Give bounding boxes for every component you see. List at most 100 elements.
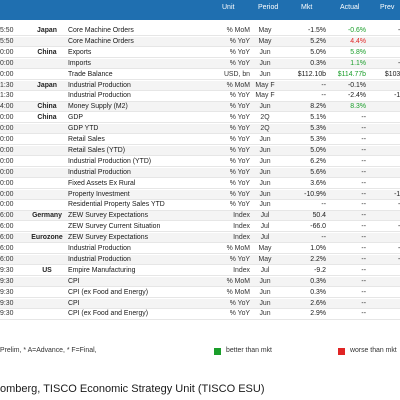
cell-event: CPI (ex Food and Energy): [68, 288, 149, 296]
cell-prev: 4.: [370, 49, 400, 57]
cell-unit: % MoM: [226, 81, 250, 89]
table-row: 4:00 China Money Supply (M2) % YoY Jun 8.2% 8.…: [0, 102, 400, 113]
cell-time: 6:00: [0, 212, 14, 220]
table-row: 0:00 Property Investment % YoY Jun -10.9% -- -…: [0, 189, 400, 200]
cell-actual: --: [361, 114, 366, 122]
cell-mkt: --: [321, 81, 326, 89]
cell-actual: -0.1%: [347, 81, 366, 89]
table-row: 0:00 China Exports % YoY Jun 5.0% 5.8% 4.: [0, 48, 400, 58]
cell-prev: 3: [370, 234, 400, 242]
cell-prev: -1: [370, 267, 400, 275]
cell-mkt: 50.4: [312, 212, 326, 220]
cell-mkt: 3.6%: [310, 179, 326, 187]
table-row: 0:00 Trade Balance USD, bn Jun $112.10b $114.…: [0, 70, 400, 80]
cell-unit: % YoY: [229, 37, 250, 45]
cell-unit: % YoY: [229, 310, 250, 318]
cell-time: 9:30: [0, 266, 14, 274]
cell-event: Imports: [68, 59, 91, 67]
cell-event: CPI (ex Food and Energy): [68, 310, 149, 318]
cell-event: Trade Balance: [68, 70, 113, 78]
cell-event: GDP: [68, 114, 83, 122]
cell-mkt: --: [321, 92, 326, 100]
cell-unit: % YoY: [229, 179, 250, 187]
cell-period: May: [258, 245, 272, 252]
cell-event: CPI: [68, 277, 80, 285]
cell-unit: % MoM: [226, 277, 250, 285]
cell-actual: 4.4%: [350, 37, 366, 45]
cell-country: Japan: [37, 81, 57, 89]
cell-period: May: [258, 27, 272, 34]
cell-unit: % YoY: [229, 299, 250, 307]
source-note: omberg, TISCO Economic Strategy Unit (TI…: [0, 383, 265, 395]
cell-actual: --: [361, 212, 366, 220]
cell-actual: --: [361, 255, 366, 263]
cell-period: Jun: [259, 190, 271, 198]
cell-prev: 0.: [370, 289, 400, 297]
cell-time: 9:30: [0, 277, 14, 285]
cell-actual: --: [361, 277, 366, 285]
table-row: 9:30 CPI (ex Food and Energy) % MoM Jun 0.3%…: [0, 288, 400, 298]
table-header: Unit Period Mkt Actual Prev: [0, 0, 400, 20]
cell-period: May: [258, 37, 272, 45]
cell-mkt: 0.3%: [310, 277, 326, 285]
cell-time: 0:00: [0, 146, 14, 154]
cell-period: Jun: [259, 70, 271, 78]
table-row: 9:30 US Empire Manufacturing Index Jul -9.2 --…: [0, 266, 400, 276]
cell-event: Money Supply (M2): [68, 103, 128, 111]
cell-period: Jun: [259, 48, 271, 56]
cell-time: 6:00: [0, 255, 14, 263]
cell-time: 6:00: [0, 223, 14, 231]
cell-prev: 4: [370, 212, 400, 220]
cell-unit: Index: [233, 223, 250, 231]
cell-prev: 6.: [370, 136, 400, 144]
cell-period: Jun: [259, 59, 271, 67]
table-row: 0:00 China GDP % YoY 2Q 5.1% -- 5.: [0, 113, 400, 124]
cell-actual: --: [361, 201, 366, 209]
cell-mkt: $112.10b: [297, 70, 326, 78]
cell-actual: 5.8%: [350, 48, 366, 56]
cell-prev: -3.: [370, 256, 400, 264]
worse-legend-label: worse than mkt: [350, 347, 397, 354]
cell-time: 0:00: [0, 201, 14, 209]
cell-event: Fixed Assets Ex Rural: [68, 179, 136, 187]
table-row: 9:30 CPI % YoY Jun 2.6% -- 2.: [0, 298, 400, 309]
cell-event: ZEW Survey Current Situation: [68, 223, 161, 231]
cell-unit: % YoY: [229, 125, 250, 133]
cell-prev: -3.: [370, 60, 400, 68]
cell-period: Jun: [259, 288, 271, 296]
cell-prev: $103.2: [384, 70, 400, 78]
cell-actual: 8.3%: [350, 103, 366, 111]
cell-mkt: -66.0: [310, 223, 326, 231]
cell-unit: USD, bn: [223, 70, 250, 78]
table-row: 5:50 Core Machine Orders % YoY May 5.2% 4.4% 6…: [0, 36, 400, 48]
table-row: 9:30 CPI % MoM Jun 0.3% -- 0.: [0, 276, 400, 287]
cell-unit: % YoY: [229, 92, 250, 100]
cell-unit: % MoM: [226, 288, 250, 296]
cell-event: Core Machine Orders: [68, 27, 134, 34]
cell-mkt: 5.1%: [310, 114, 326, 122]
cell-mkt: 2.2%: [310, 255, 326, 263]
cell-actual: -0.6%: [347, 27, 366, 34]
cell-time: 0:00: [0, 168, 14, 176]
cell-time: 1:30: [0, 81, 14, 89]
table-row: 0:00 GDP YTD % YoY 2Q 5.3% -- 5.: [0, 124, 400, 135]
cell-period: May: [258, 255, 272, 263]
cell-period: Jul: [260, 266, 270, 274]
better-legend-label: better than mkt: [226, 347, 272, 354]
table-row: 6:00 Industrial Production % MoM May 1.0% ---…: [0, 244, 400, 255]
cell-actual: --: [361, 168, 366, 176]
cell-period: Jun: [259, 179, 271, 187]
cell-unit: % YoY: [229, 146, 250, 154]
cell-unit: % YoY: [229, 168, 250, 176]
cell-mkt: -1.5%: [307, 27, 326, 34]
cell-time: 5:50: [0, 27, 14, 34]
table-row: 1:30 Industrial Production % YoY May F -- -2.…: [0, 91, 400, 102]
cell-unit: % YoY: [229, 255, 250, 263]
cell-event: Core Machine Orders: [68, 37, 134, 45]
cell-prev: 5.: [370, 125, 400, 133]
cell-time: 6:00: [0, 234, 14, 242]
cell-country: Eurozone: [31, 234, 63, 242]
header-mkt: Mkt: [301, 4, 313, 11]
cell-event: Retail Sales (YTD): [68, 146, 126, 154]
cell-actual: --: [361, 223, 366, 231]
